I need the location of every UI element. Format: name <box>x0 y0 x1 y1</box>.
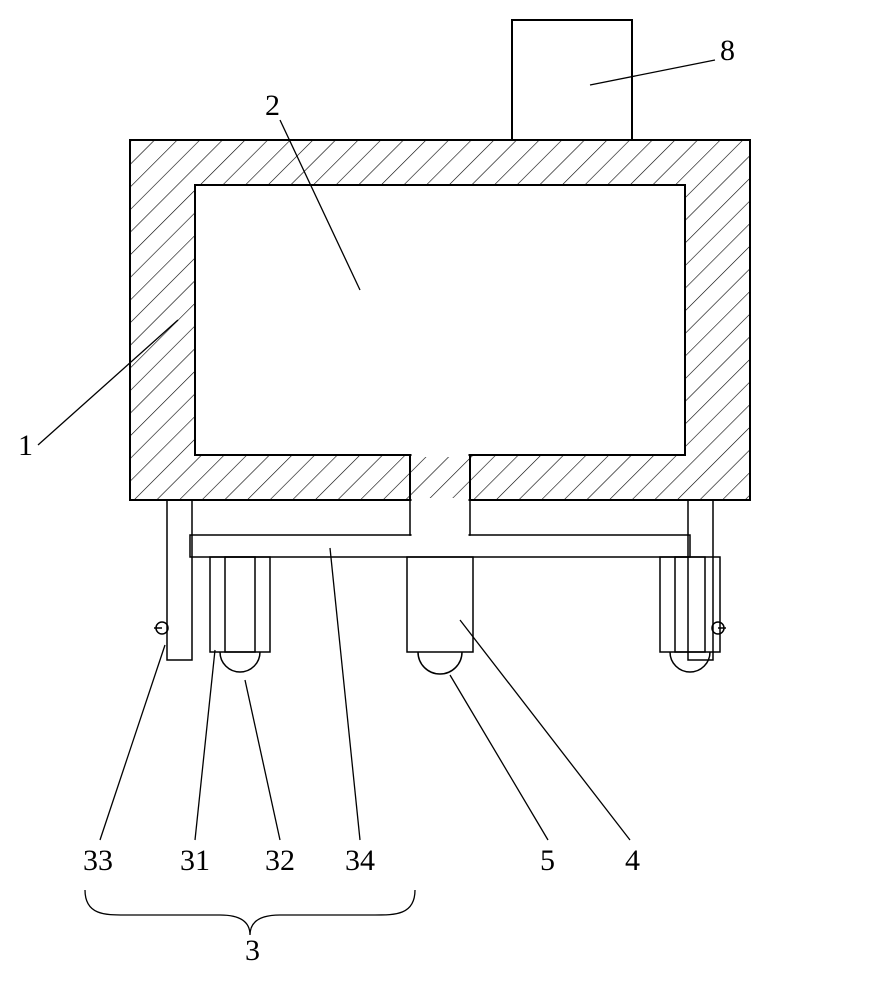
label-4: 4 <box>625 844 640 877</box>
label-31: 31 <box>180 844 210 877</box>
label-1: 1 <box>18 429 33 462</box>
label-33: 33 <box>83 844 113 877</box>
label-8: 8 <box>720 34 735 67</box>
label-3: 3 <box>245 934 260 967</box>
label-5: 5 <box>540 844 555 877</box>
label-2: 2 <box>265 89 280 122</box>
center-port-fill <box>410 500 470 535</box>
cavity <box>195 185 685 455</box>
label-34: 34 <box>345 844 375 877</box>
label-32: 32 <box>265 844 295 877</box>
